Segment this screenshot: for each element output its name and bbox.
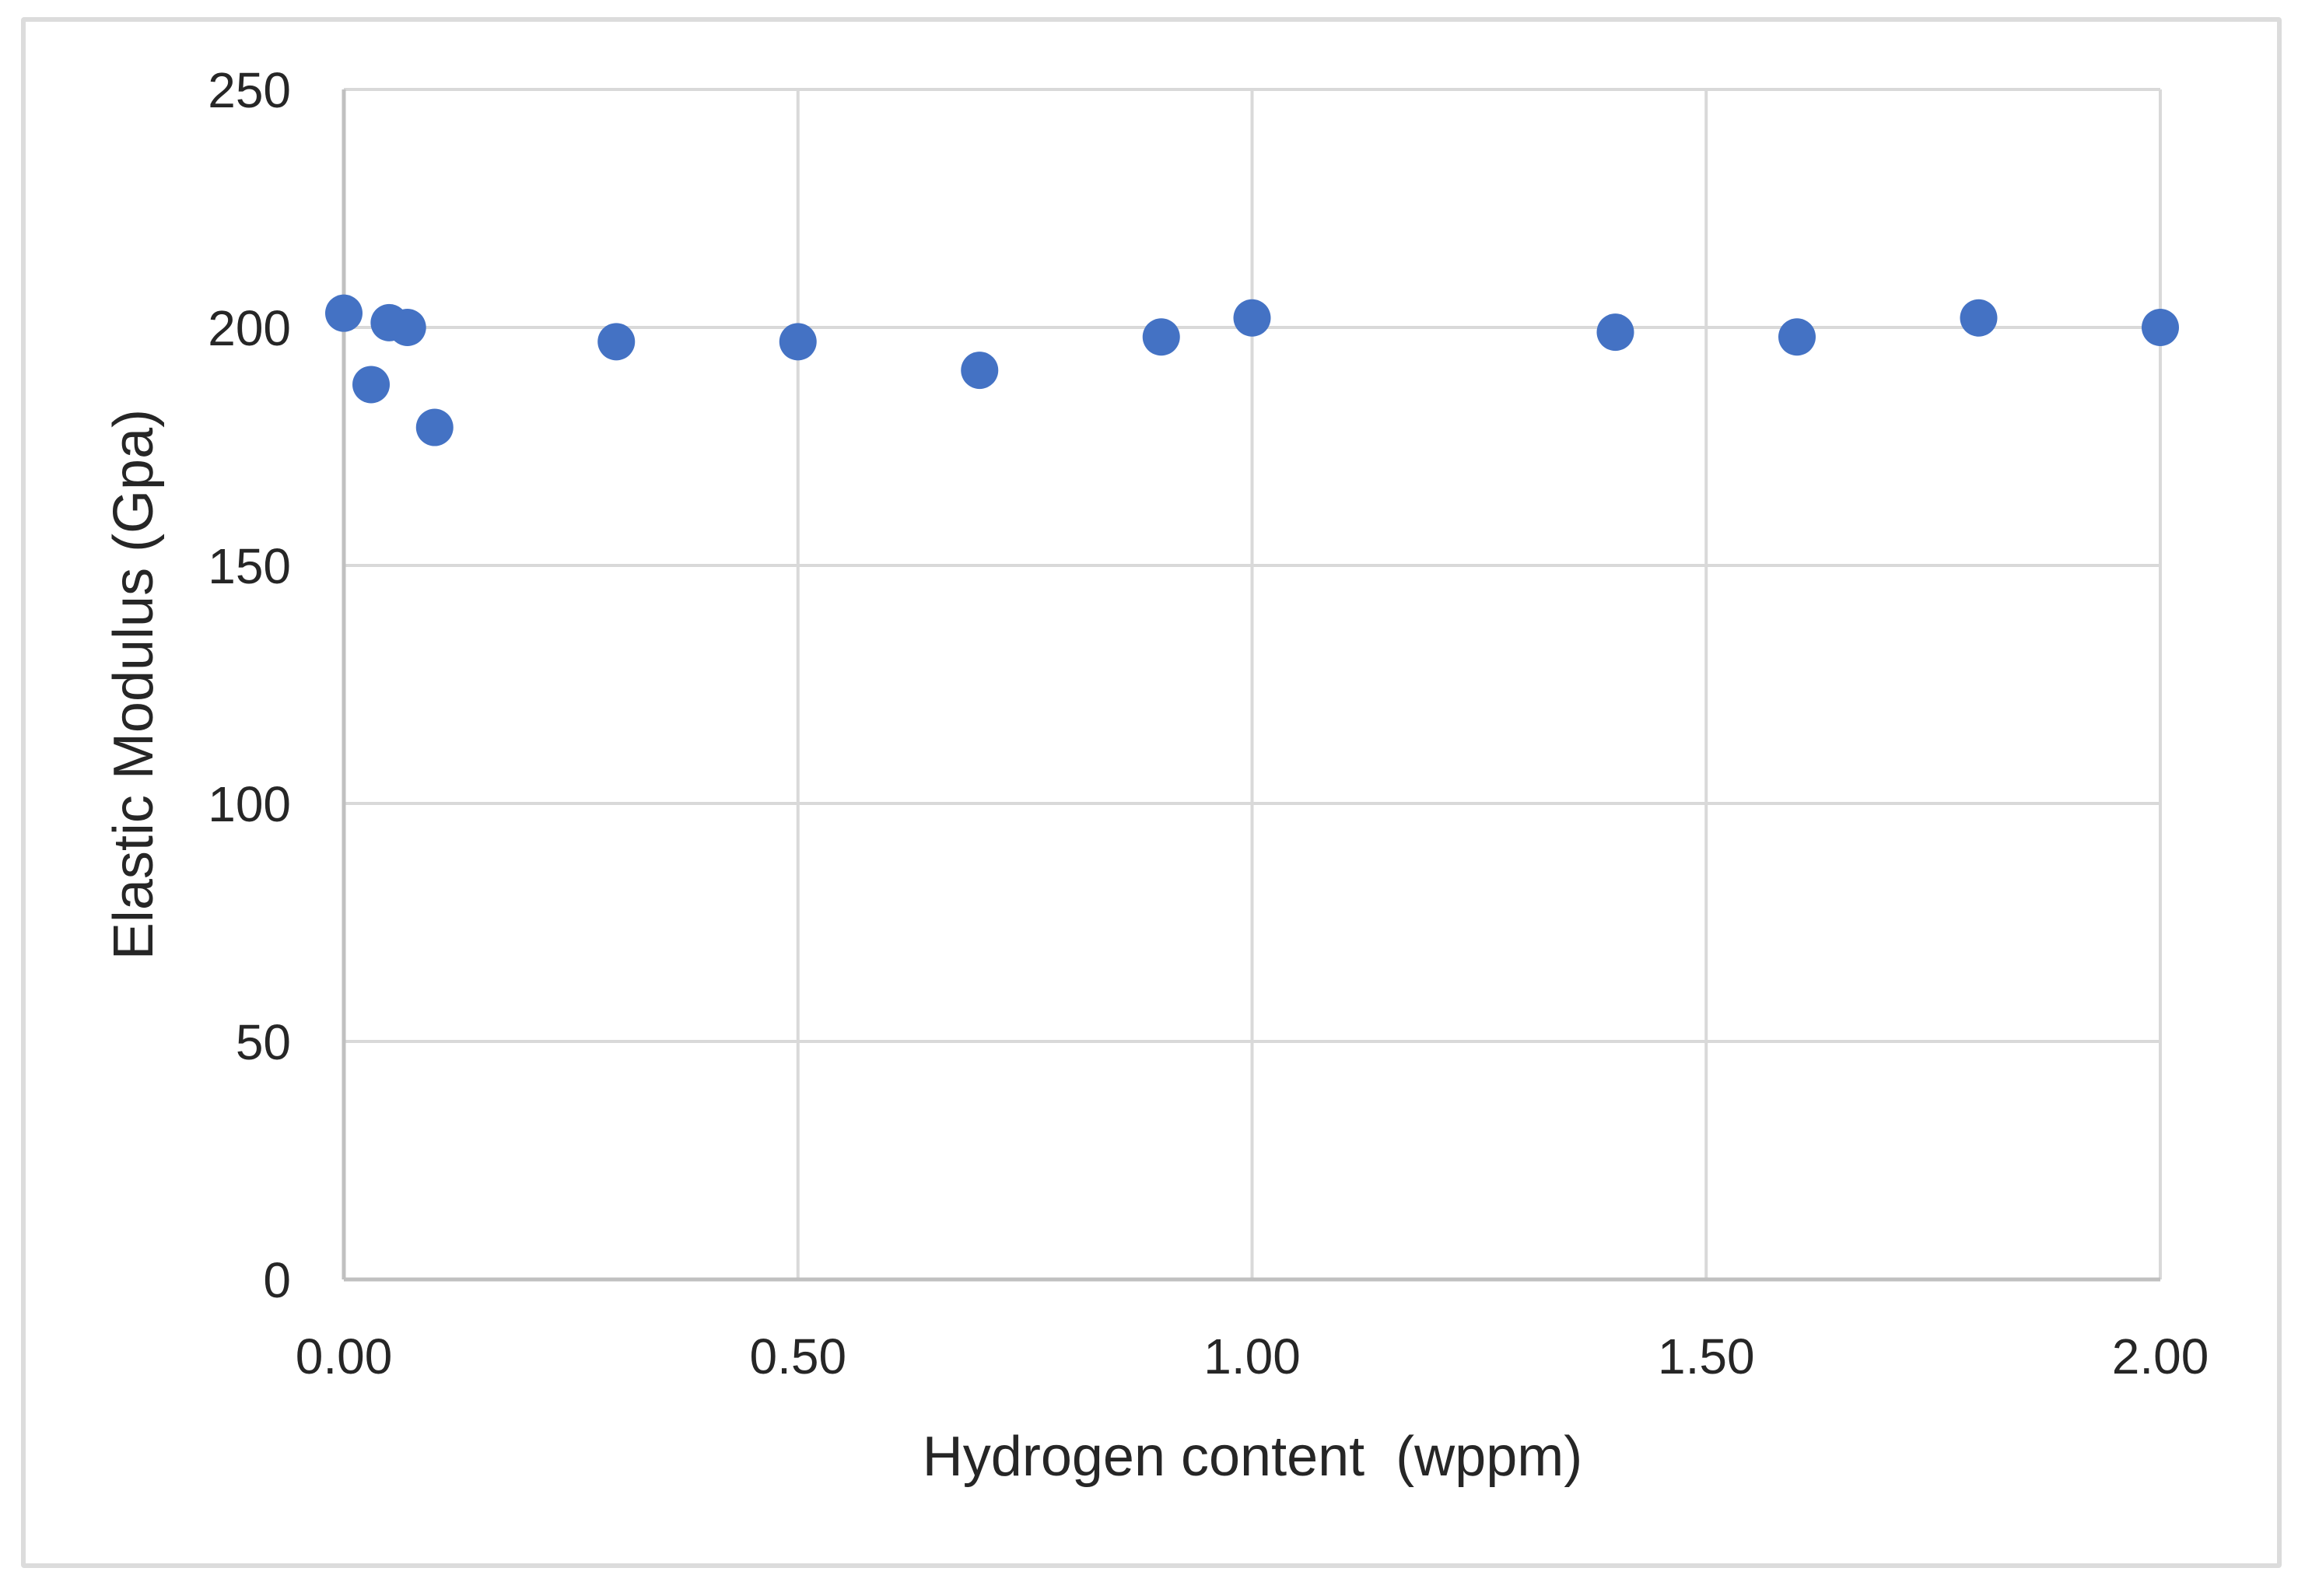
data-point [1778,318,1816,356]
x-tick-label: 2.00 [2112,1328,2209,1384]
y-tick-label: 150 [208,538,291,594]
data-point [1596,313,1634,352]
y-tick-label: 200 [208,300,291,356]
data-points [325,294,2179,446]
data-point [2142,309,2179,346]
tick-labels: 0.00 0.50 1.00 1.50 2.00 0 50 100 150 200 250 [208,62,2209,1384]
gridlines [344,88,2162,1279]
y-tick-label: 0 [263,1252,291,1308]
x-tick-label: 0.00 [296,1328,393,1384]
data-point [597,323,636,361]
data-point [1960,299,1998,337]
data-point [325,294,363,332]
y-tick-label: 250 [208,62,291,118]
axis-lines [342,89,2160,1282]
x-tick-label: 1.00 [1203,1328,1301,1384]
data-point [779,323,817,361]
data-point [1233,299,1271,337]
y-tick-label: 100 [208,776,291,832]
x-tick-label: 1.50 [1658,1328,1755,1384]
figure-border [21,17,2282,1568]
y-tick-label: 50 [236,1014,291,1070]
y-axis-title: Elastic Modulus (Gpa) [103,408,165,961]
x-axis-title: Hydrogen content (wppm) [922,1426,1583,1488]
x-tick-label: 0.50 [749,1328,846,1384]
data-point [352,366,391,404]
data-point [1142,318,1180,356]
data-point [388,309,426,346]
data-point [415,408,454,446]
data-point [961,352,999,390]
